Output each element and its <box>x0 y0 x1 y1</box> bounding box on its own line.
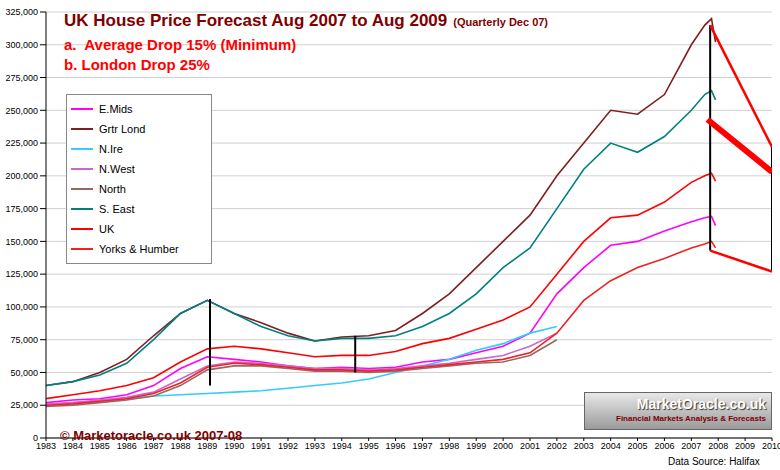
svg-text:1988: 1988 <box>170 441 191 452</box>
html-text:S. East: S. East <box>99 203 135 215</box>
svg-text:75,000: 75,000 <box>10 335 38 345</box>
svg-text:1996: 1996 <box>386 441 406 451</box>
svg-text:125,000: 125,000 <box>8 269 38 279</box>
svg-text:50,000: 50,000 <box>10 368 38 378</box>
svg-text:1990: 1990 <box>224 441 245 452</box>
svg-text:2004: 2004 <box>601 441 621 451</box>
svg-text:2003: 2003 <box>574 441 594 451</box>
html-text:b. London Drop 25%: b. London Drop 25% <box>64 56 210 73</box>
svg-text:25,000: 25,000 <box>10 400 38 410</box>
svg-text:1989: 1989 <box>197 441 218 452</box>
html-text:a. Average Drop 15% (Minimum): a. Average Drop 15% (Minimum) <box>64 36 297 53</box>
svg-text:250,000: 250,000 <box>8 106 38 116</box>
html-text:North: North <box>99 183 126 195</box>
svg-text:0: 0 <box>33 433 38 443</box>
svg-text:2006: 2006 <box>654 441 674 451</box>
html-text:N.Ire: N.Ire <box>99 143 123 155</box>
html-text:UK House Price Forecast Aug 20: UK House Price Forecast Aug 2007 to Aug … <box>64 11 548 30</box>
html-text:© Marketoracle.co.uk 2007-08: © Marketoracle.co.uk 2007-08 <box>60 428 243 443</box>
svg-text:300,000: 300,000 <box>8 40 38 50</box>
svg-text:1985: 1985 <box>89 441 110 452</box>
html-text:Yorks & Humber: Yorks & Humber <box>99 243 179 255</box>
svg-text:2002: 2002 <box>547 441 567 451</box>
html-text:Grtr Lond: Grtr Lond <box>99 123 146 135</box>
svg-text:1986: 1986 <box>116 441 137 452</box>
html-text:UK: UK <box>99 223 115 235</box>
html-text:MarketOracle.co.uk: MarketOracle.co.uk <box>636 396 766 412</box>
svg-text:150,000: 150,000 <box>8 237 38 247</box>
svg-text:175,000: 175,000 <box>8 204 38 214</box>
html-text:N.West: N.West <box>99 163 135 175</box>
html-text:E.Mids: E.Mids <box>99 103 133 115</box>
html-text:Data Source: Halifax: Data Source: Halifax <box>668 456 760 467</box>
svg-text:1987: 1987 <box>143 441 164 452</box>
html-text:Financial Markets Analysis & F: Financial Markets Analysis & Forecasts <box>616 414 766 423</box>
svg-text:2008: 2008 <box>708 441 728 451</box>
svg-text:275,000: 275,000 <box>8 73 38 83</box>
svg-text:200,000: 200,000 <box>8 171 38 181</box>
svg-text:1995: 1995 <box>359 441 379 451</box>
svg-text:2001: 2001 <box>520 441 540 451</box>
svg-text:2009: 2009 <box>735 441 755 451</box>
svg-text:1993: 1993 <box>305 441 325 451</box>
svg-text:100,000: 100,000 <box>8 302 38 312</box>
svg-text:1998: 1998 <box>439 441 459 451</box>
svg-text:1992: 1992 <box>278 441 298 451</box>
svg-text:1997: 1997 <box>412 441 432 451</box>
svg-text:325,000: 325,000 <box>8 7 38 17</box>
svg-text:2005: 2005 <box>628 441 648 451</box>
svg-text:1994: 1994 <box>332 441 352 451</box>
svg-text:2000: 2000 <box>493 441 513 451</box>
svg-text:2010: 2010 <box>762 441 772 451</box>
svg-text:1991: 1991 <box>251 441 271 451</box>
svg-text:225,000: 225,000 <box>8 138 38 148</box>
svg-text:2007: 2007 <box>681 441 701 451</box>
svg-text:1999: 1999 <box>466 441 486 451</box>
svg-text:1983: 1983 <box>36 441 56 451</box>
svg-text:1984: 1984 <box>62 441 83 452</box>
